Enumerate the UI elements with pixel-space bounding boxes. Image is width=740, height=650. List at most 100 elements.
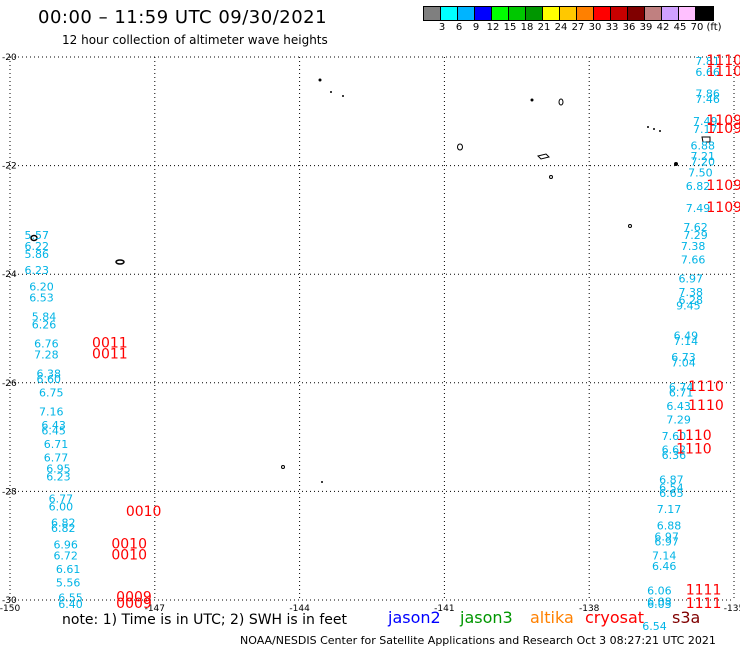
wave-height-value: 6.49 [674,329,699,342]
wave-height-value: 6.71 [44,438,69,451]
wave-height-value: 6.66 [695,66,720,79]
island-marker [674,162,678,166]
island-marker [558,98,564,106]
credit-line: NOAA/NESDIS Center for Satellite Applica… [240,634,716,647]
wave-height-value: 6.97 [654,536,679,549]
lon-tick-label: -135 [724,604,740,614]
wave-height-value: 7.49 [686,202,711,215]
wave-height-value: 6.88 [691,139,716,152]
observation-time: 1109 [706,113,740,129]
observation-time: 1109 [706,121,740,137]
wave-height-value: 6.36 [662,449,687,462]
observation-time: 1110 [706,53,740,69]
satellite-legend-cryosat: cryosat [585,608,645,627]
color-scale-label: (ft) [706,22,722,33]
observation-time: 0009 [116,596,152,612]
observation-time: 0010 [111,547,147,563]
wave-height-value: 6.77 [49,492,74,505]
wave-height-value: 7.29 [666,414,691,427]
observation-time: 1110 [688,379,724,395]
wave-height-value: 7.17 [657,503,682,516]
island-marker [457,143,463,151]
wave-height-value: 6.88 [657,519,682,532]
color-swatch [628,7,645,20]
wave-height-value: 6.97 [678,272,703,285]
color-scale-label: 15 [503,22,517,33]
wave-height-value: 5.86 [24,248,49,261]
island-marker [115,259,125,265]
color-swatch [696,7,713,20]
observation-time: 1109 [706,200,740,216]
lat-tick-label: -26 [2,379,17,389]
island-marker [281,465,285,469]
observation-time: 1111 [686,583,722,599]
wave-height-value: 6.08 [647,595,672,608]
color-swatch [560,7,577,20]
wave-height-value: 7.28 [34,348,59,361]
wave-height-value: 6.38 [37,367,62,380]
lat-tick-label: -30 [2,596,17,606]
color-scale-label: 30 [588,22,602,33]
wave-height-value: 7.66 [681,253,706,266]
wave-height-value: 6.96 [53,538,78,551]
wave-height-labels: 5.576.225.86 6.23 6.206.53 5.846.26 6.767.28… [24,55,719,633]
island-marker [653,128,655,130]
island-marker [321,481,323,483]
wave-height-value: 6.72 [53,549,78,562]
wave-height-value: 6.71 [669,386,694,399]
color-swatch [441,7,458,20]
color-swatch [594,7,611,20]
wave-height-value: 6.77 [44,452,69,465]
observation-time: 1109 [706,178,740,194]
island-marker [701,136,711,143]
color-swatch [679,7,696,20]
wave-height-value: 7.49 [693,115,718,128]
island-marker [30,234,38,242]
wave-height-value: 6.23 [24,264,49,277]
color-scale-bar [423,6,714,21]
lon-tick-label: -147 [145,604,165,614]
lon-tick-label: -141 [434,604,454,614]
observation-time: 0010 [126,504,162,520]
lon-tick-label: -144 [289,604,310,614]
wave-height-value: 6.00 [49,500,74,513]
wave-height-value: 6.43 [666,400,691,413]
satellite-legend-s3a: s3a [672,608,701,627]
map-title: 00:00 – 11:59 UTC 09/30/2021 [38,7,328,28]
lat-lon-grid [9,56,735,601]
wave-height-value: 6.54 [642,620,667,633]
island-marker [659,130,661,132]
color-swatch [611,7,628,20]
color-swatch [526,7,543,20]
wave-height-value: 6.62 [662,443,687,456]
color-swatch [492,7,509,20]
color-scale-label: 33 [605,22,619,33]
satellite-legend-altika: altika [530,608,574,627]
lon-tick-label: -138 [579,604,600,614]
wave-height-value: 6.55 [58,592,82,605]
observation-time: 1110 [676,441,712,457]
island-marker [330,91,332,93]
note-text: note: 1) Time is in UTC; 2) SWH is in fe… [62,612,348,628]
color-scale-label: 42 [656,22,670,33]
observation-time: 0009 [116,590,152,606]
map-subtitle: 12 hour collection of altimeter wave hei… [62,33,328,47]
wave-height-value: 6.23 [46,471,70,484]
wave-height-value: 6.26 [32,319,57,332]
wave-height-value: 6.75 [39,386,64,399]
wave-height-value: 6.45 [41,424,66,437]
wave-height-value: 5.56 [56,576,81,589]
color-scale-label: 36 [622,22,636,33]
wave-height-value: 6.40 [58,598,82,611]
color-scale-label: 9 [472,22,480,33]
wave-height-value: 7.16 [39,405,64,418]
wave-height-value: 7.20 [691,156,716,169]
wave-height-value: 6.46 [652,560,677,573]
wave-height-value: 6.60 [37,373,62,386]
wave-height-value: 6.73 [671,351,696,364]
lat-tick-label: -24 [2,270,17,280]
observation-time-labels: 0011001100100010001000090009111011101109… [92,53,740,612]
wave-height-value: 7.21 [691,150,716,163]
wave-height-value: 6.65 [659,487,684,500]
wave-height-value: 6.28 [678,294,703,307]
